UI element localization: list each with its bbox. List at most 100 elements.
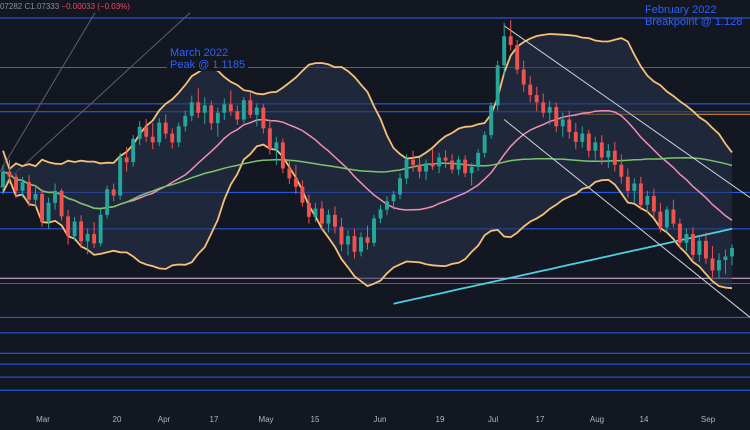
candle	[671, 199, 676, 228]
feb-annotation-line1: February 2022	[645, 4, 717, 16]
candle-body	[319, 208, 324, 224]
candle	[567, 110, 572, 139]
change-value: −0.00033 (−0.03%)	[61, 2, 130, 11]
candle-body	[46, 202, 51, 223]
candle	[170, 128, 175, 149]
candle-body	[437, 157, 442, 167]
candle	[541, 93, 546, 118]
x-axis-label: 17	[536, 415, 545, 424]
candle	[20, 176, 25, 198]
cyan-moving-average	[393, 227, 733, 305]
candle-body	[385, 201, 389, 210]
march-annotation-line1: March 2022	[170, 47, 229, 59]
candle-body	[411, 159, 416, 165]
candle-body	[463, 159, 468, 174]
candle-body	[573, 132, 578, 142]
candle-body	[443, 157, 448, 161]
candle-body	[157, 122, 162, 143]
candle	[717, 253, 721, 278]
candle	[105, 185, 110, 219]
candle-body	[690, 234, 695, 255]
candle	[730, 244, 734, 266]
candle-body	[274, 142, 279, 150]
candle-body	[209, 105, 214, 124]
candle	[7, 159, 12, 184]
candle	[183, 110, 188, 132]
candle-body	[450, 160, 455, 170]
candle	[163, 114, 168, 139]
candle	[599, 135, 604, 165]
candle-body	[645, 196, 650, 205]
candle-body	[79, 221, 84, 242]
x-axis-label: 15	[311, 415, 320, 424]
candle-body	[703, 240, 708, 259]
candle-body	[196, 102, 201, 113]
candle-body	[580, 133, 585, 142]
candle-body	[66, 216, 71, 237]
candle-body	[98, 214, 103, 244]
candle	[677, 218, 682, 249]
candle	[404, 154, 409, 185]
candle-body	[352, 236, 357, 252]
candle	[222, 98, 227, 121]
candle-body	[326, 214, 331, 224]
candle	[690, 227, 695, 261]
candle	[697, 236, 702, 262]
candle	[586, 129, 591, 158]
candle-body	[346, 236, 350, 245]
candle	[46, 197, 51, 229]
candle-body	[489, 105, 494, 136]
candle	[632, 178, 637, 203]
candle	[150, 123, 155, 150]
candle-body	[730, 248, 734, 257]
candle-body	[502, 36, 507, 66]
candle-body	[33, 193, 38, 200]
candle-body	[398, 178, 402, 195]
candle	[293, 164, 298, 194]
candle	[703, 232, 708, 264]
candle	[319, 201, 324, 231]
candle-body	[638, 183, 643, 205]
bollinger-upper-line	[2, 33, 733, 171]
x-axis-label: 20	[113, 415, 122, 424]
candle	[365, 225, 370, 250]
candle	[79, 215, 84, 249]
candle	[248, 92, 253, 118]
candle-body	[554, 107, 559, 127]
candle-body	[72, 221, 77, 237]
candle-body	[254, 107, 259, 115]
candle	[339, 217, 344, 252]
candle	[27, 175, 31, 207]
candle-body	[215, 112, 220, 124]
candle-body	[183, 115, 188, 127]
channel-upper-line	[503, 25, 750, 198]
candle	[118, 152, 123, 200]
candle	[593, 136, 598, 160]
candle	[411, 150, 416, 172]
candle-body	[150, 136, 155, 143]
candle-body	[111, 189, 116, 196]
channel-lower-line	[503, 119, 750, 318]
candle	[40, 189, 45, 227]
candle-body	[248, 100, 253, 115]
candle-body	[222, 104, 227, 113]
x-axis-label: Mar	[36, 415, 50, 424]
candle	[456, 155, 461, 176]
bollinger-lower-line	[2, 143, 733, 290]
candle	[645, 190, 650, 214]
candle-body	[508, 36, 513, 46]
candle-body	[599, 142, 604, 158]
candle-body	[612, 150, 617, 165]
candle	[137, 121, 142, 146]
candle-body	[202, 105, 207, 113]
candle-body	[619, 164, 624, 177]
trend-line	[0, 12, 96, 172]
candle	[1, 164, 5, 194]
candle-body	[280, 142, 285, 169]
candle	[196, 88, 201, 118]
candle-body	[476, 152, 481, 167]
candle-body	[53, 190, 58, 203]
candle-body	[521, 69, 526, 85]
candle	[378, 204, 383, 224]
